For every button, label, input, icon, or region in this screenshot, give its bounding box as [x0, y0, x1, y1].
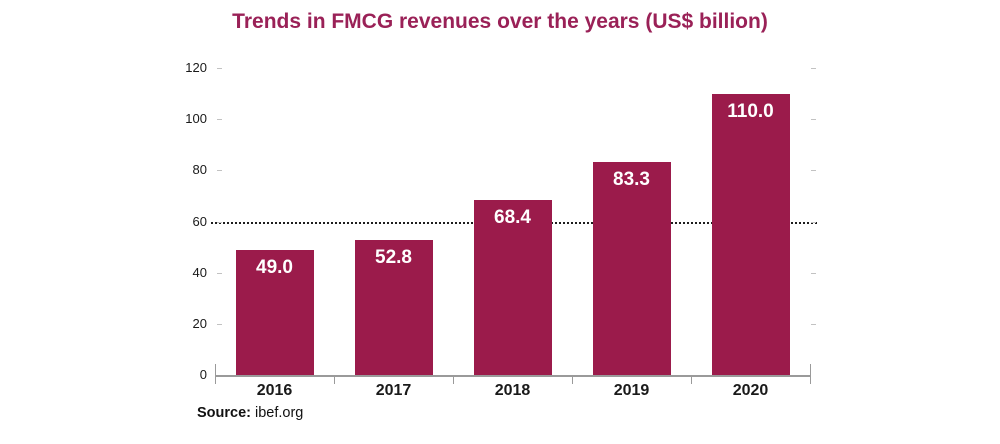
- source-text: ibef.org: [255, 405, 304, 421]
- y-tick-label-60: 60: [192, 213, 207, 229]
- x-boundary-tick-4: [691, 375, 692, 384]
- axis-end-nub-left: [215, 364, 216, 375]
- x-boundary-tick-2: [453, 375, 454, 384]
- bar-2018: 68.4: [473, 200, 552, 375]
- x-axis-label-2020: 2020: [732, 382, 769, 399]
- y-tick-mark-left-80: [217, 170, 222, 172]
- y-tick-mark-left-120: [217, 68, 222, 69]
- x-axis-label-2018: 2018: [494, 382, 531, 399]
- bar-2017: 52.8: [354, 239, 433, 375]
- y-tick-label-40: 40: [192, 264, 207, 280]
- x-axis-label-2017: 2017: [375, 382, 412, 399]
- y-tick-mark-right-40: [811, 272, 816, 274]
- y-tick-mark-right-120: [811, 68, 816, 69]
- y-tick-label-0: 0: [199, 367, 207, 382]
- x-boundary-tick-0: [215, 375, 216, 384]
- y-tick-label-100: 100: [185, 111, 207, 127]
- bar-value-label-2016: 49.0: [256, 256, 293, 278]
- y-tick-mark-left-100: [217, 119, 222, 121]
- bar-value-label-2017: 52.8: [375, 246, 412, 268]
- y-tick-label-20: 20: [192, 315, 207, 331]
- y-tick-mark-right-80: [811, 170, 816, 172]
- y-tick-mark-left-60: [217, 221, 222, 223]
- plot-area: 0 20 40 60 80 100 120 49.0 52.8 68.4 83.3 110.0 20…: [185, 60, 817, 399]
- y-tick-mark-left-20: [217, 323, 222, 325]
- bar-value-label-2019: 83.3: [613, 168, 650, 190]
- x-axis-label-2016: 2016: [256, 382, 293, 399]
- y-tick-label-120: 120: [185, 60, 207, 75]
- bar-2016: 49.0: [235, 249, 314, 375]
- y-tick-mark-right-100: [811, 119, 816, 121]
- bar-value-label-2018: 68.4: [494, 207, 531, 229]
- x-axis-line: [215, 375, 810, 377]
- y-tick-label-80: 80: [192, 162, 207, 178]
- axis-end-nub-right: [810, 364, 811, 375]
- y-tick-mark-left-40: [217, 272, 222, 274]
- x-axis-label-2019: 2019: [613, 382, 650, 399]
- bar-2019: 83.3: [592, 161, 671, 375]
- x-boundary-tick-5: [810, 375, 811, 384]
- source-label: Source:: [197, 405, 251, 421]
- chart-title: Trends in FMCG revenues over the years (…: [232, 10, 768, 33]
- y-tick-mark-right-20: [811, 323, 816, 325]
- bar-value-label-2020: 110.0: [727, 100, 774, 122]
- x-boundary-tick-3: [572, 375, 573, 384]
- y-tick-mark-right-60: [811, 221, 816, 223]
- x-boundary-tick-1: [334, 375, 335, 384]
- bar-2020: 110.0: [711, 93, 790, 375]
- source-note: Source: ibef.org: [197, 405, 303, 421]
